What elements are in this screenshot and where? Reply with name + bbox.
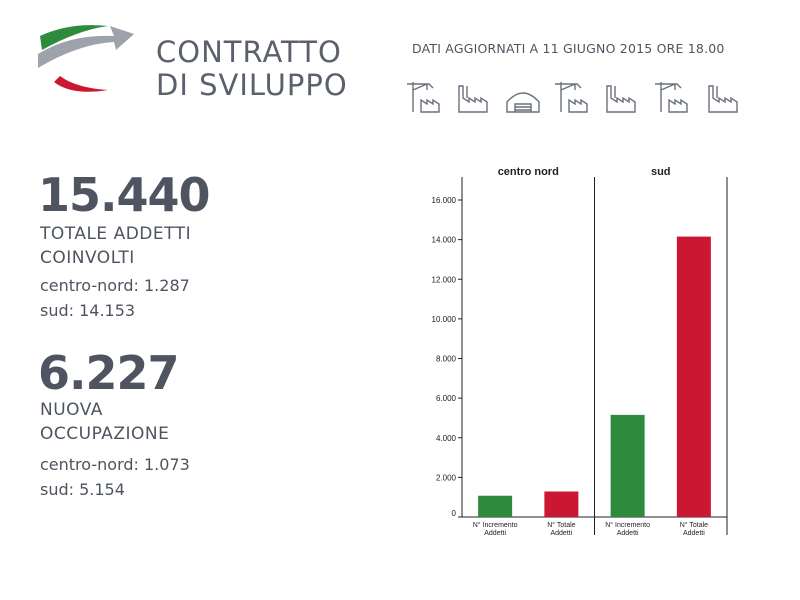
group-label: centro nord: [498, 166, 559, 178]
total-centro-nord: centro-nord: 1.287: [40, 276, 190, 295]
brand-line-1: CONTRATTO: [156, 35, 342, 69]
factory-icon: [606, 85, 636, 113]
y-tick-label: 2.000: [436, 473, 457, 482]
new-sud: sud: 5.154: [40, 480, 125, 499]
addetti-bar-chart: 0 2.000 4.000 6.000 8.000 10.000 12.000 14.000 1…: [432, 166, 728, 537]
total-sud: sud: 14.153: [40, 301, 136, 320]
y-tick-label: 4.000: [436, 434, 457, 443]
nuova-occupazione-breakdown: centro-nord: 1.073 sud: 5.154: [40, 452, 190, 502]
y-tick-label: 10.000: [432, 315, 457, 324]
logo-icon: [38, 25, 134, 92]
bar: [544, 491, 579, 517]
nuova-occupazione-label-line-2: OCCUPAZIONE: [40, 424, 170, 444]
y-tick-label: 0: [452, 509, 457, 518]
total-addetti-value: 15.440: [38, 168, 211, 222]
brand-line-2: DI SVILUPPO: [156, 68, 348, 102]
total-addetti-label-line-1: TOTALE ADDETTI: [40, 224, 192, 244]
crane-factory-icon: [555, 82, 588, 113]
bar: [478, 495, 513, 517]
update-timestamp: DATI AGGIORNATI A 11 GIUGNO 2015 ORE 18.…: [412, 41, 725, 56]
bar: [676, 236, 711, 517]
total-addetti-breakdown: centro-nord: 1.287 sud: 14.153: [40, 273, 190, 323]
y-tick-label: 12.000: [432, 275, 457, 284]
x-tick-label: Addetti: [617, 530, 639, 537]
nuova-occupazione-label: NUOVA OCCUPAZIONE: [40, 398, 169, 446]
bar: [610, 414, 645, 517]
total-addetti-label: TOTALE ADDETTI COINVOLTI: [40, 222, 191, 270]
y-tick-label: 16.000: [432, 196, 457, 205]
nuova-occupazione-label-line-1: NUOVA: [40, 400, 103, 420]
y-tick-label: 14.000: [432, 236, 457, 245]
x-tick-label: Addetti: [484, 530, 506, 537]
hangar-icon: [506, 92, 540, 113]
y-tick-label: 6.000: [436, 394, 457, 403]
x-tick-label: N° Totale: [680, 521, 708, 529]
total-addetti-label-line-2: COINVOLTI: [40, 248, 135, 268]
new-centro-nord: centro-nord: 1.073: [40, 455, 190, 474]
crane-factory-icon: [655, 82, 688, 113]
y-tick-label: 8.000: [436, 355, 457, 364]
brand-title: CONTRATTO DI SVILUPPO: [156, 36, 348, 102]
x-tick-label: N° Incremento: [605, 521, 650, 529]
x-tick-label: Addetti: [683, 530, 705, 537]
crane-factory-icon: [407, 82, 440, 113]
factory-icon: [458, 85, 488, 113]
x-tick-label: Addetti: [550, 530, 572, 537]
icon-strip: [407, 82, 738, 113]
factory-icon: [708, 85, 738, 113]
nuova-occupazione-value: 6.227: [38, 346, 180, 400]
x-tick-label: N° Incremento: [473, 521, 518, 529]
group-label: sud: [651, 166, 671, 178]
x-tick-label: N° Totale: [547, 521, 575, 529]
